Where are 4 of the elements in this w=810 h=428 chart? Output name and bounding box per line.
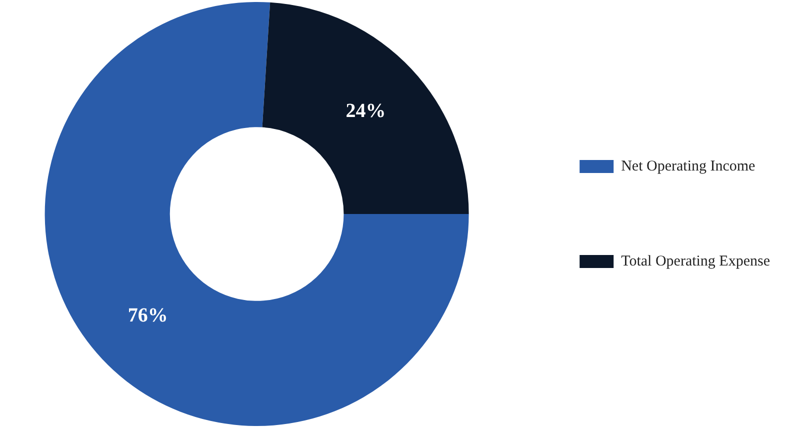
data-label: 76%: [128, 304, 168, 326]
data-label: 24%: [346, 100, 386, 122]
legend-label: Total Operating Expense: [621, 253, 770, 270]
legend-label: Net Operating Income: [621, 158, 756, 174]
